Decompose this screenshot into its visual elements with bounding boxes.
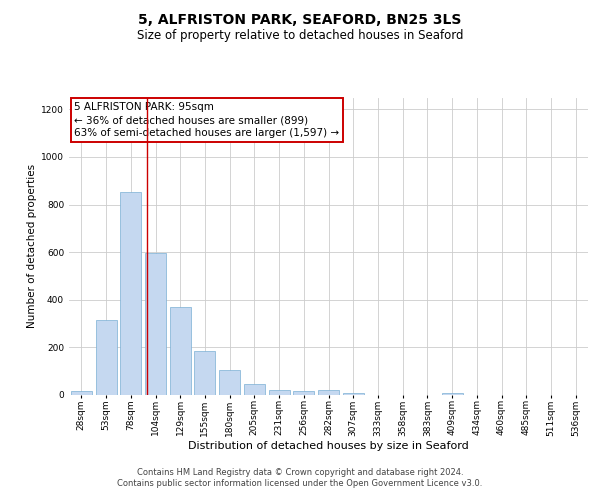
Bar [269,390,290,395]
Text: 5 ALFRISTON PARK: 95sqm
← 36% of detached houses are smaller (899)
63% of semi-d: 5 ALFRISTON PARK: 95sqm ← 36% of detache… [74,102,340,139]
Bar [95,320,116,395]
Bar [442,392,463,395]
Bar [170,307,191,395]
Text: 5, ALFRISTON PARK, SEAFORD, BN25 3LS: 5, ALFRISTON PARK, SEAFORD, BN25 3LS [139,12,461,26]
Bar [145,252,166,395]
Y-axis label: Number of detached properties: Number of detached properties [27,164,37,328]
X-axis label: Distribution of detached houses by size in Seaford: Distribution of detached houses by size … [188,441,469,451]
Bar [120,192,141,395]
Bar [71,392,92,395]
Text: Contains HM Land Registry data © Crown copyright and database right 2024.
Contai: Contains HM Land Registry data © Crown c… [118,468,482,487]
Bar [219,370,240,395]
Bar [343,392,364,395]
Bar [318,390,339,395]
Bar [194,351,215,395]
Bar [293,390,314,395]
Bar [244,384,265,395]
Text: Size of property relative to detached houses in Seaford: Size of property relative to detached ho… [137,29,463,42]
